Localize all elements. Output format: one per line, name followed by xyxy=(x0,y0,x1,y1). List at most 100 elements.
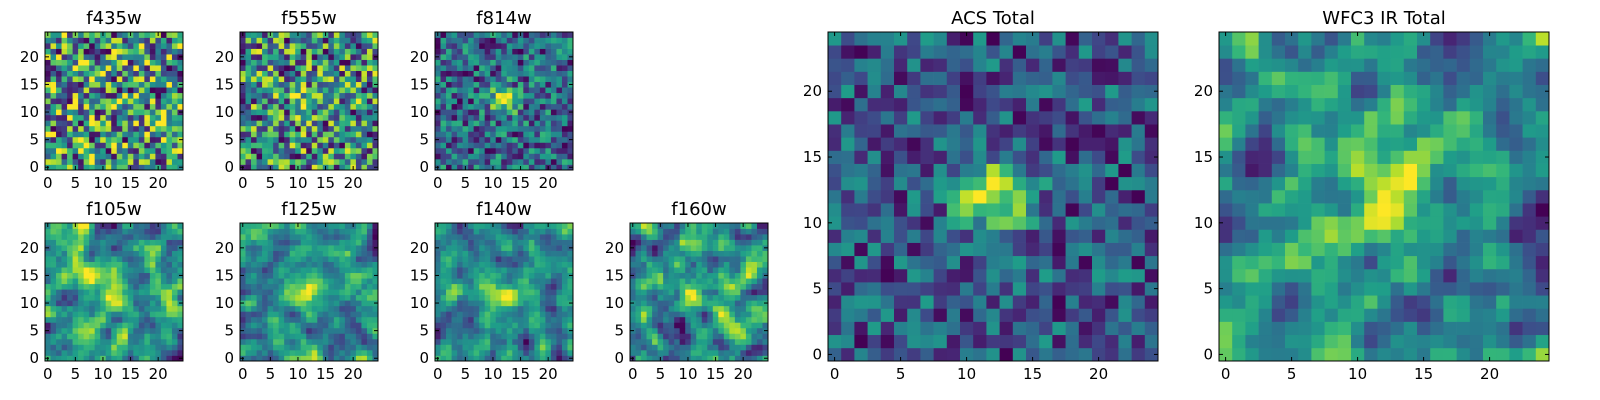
heatmap-cell xyxy=(344,294,351,301)
heatmap-cell xyxy=(484,283,491,290)
heatmap-cell xyxy=(854,216,868,230)
heatmap-cell xyxy=(523,37,530,44)
heatmap-cell xyxy=(451,250,458,257)
heatmap-cell xyxy=(284,223,291,229)
heatmap-cell xyxy=(306,114,313,121)
heatmap-cell xyxy=(166,344,173,351)
heatmap-cell xyxy=(289,289,296,296)
heatmap-cell xyxy=(138,272,145,279)
heatmap-cell xyxy=(366,250,373,257)
heatmap-cells xyxy=(828,32,1159,362)
heatmap-cell xyxy=(177,103,184,110)
heatmap-cell xyxy=(545,344,552,351)
heatmap-cell xyxy=(278,267,285,274)
heatmap-cell xyxy=(479,98,486,105)
heatmap-cell xyxy=(1144,334,1159,349)
heatmap-cell xyxy=(355,70,362,77)
heatmap-cell xyxy=(67,278,73,285)
heatmap-cell xyxy=(240,278,246,285)
heatmap-cell xyxy=(545,54,552,60)
heatmap-cell xyxy=(171,76,178,83)
heatmap-cell xyxy=(328,278,335,285)
heatmap-cell xyxy=(344,311,351,318)
heatmap-cell xyxy=(517,256,524,262)
heatmap-cell xyxy=(999,163,1014,178)
heatmap-cell xyxy=(94,65,101,71)
heatmap-cell xyxy=(278,153,285,160)
heatmap-cell xyxy=(712,327,719,334)
heatmap-cell xyxy=(278,76,285,83)
heatmap-cell xyxy=(1144,255,1159,270)
heatmap-cell xyxy=(556,125,563,132)
heatmap-cell xyxy=(300,98,307,105)
heatmap-cell xyxy=(550,283,557,290)
heatmap-cell xyxy=(495,92,502,99)
heatmap-cell xyxy=(668,250,675,257)
heatmap-cell xyxy=(160,327,167,334)
heatmap-cell xyxy=(495,120,502,127)
heatmap-cell xyxy=(105,43,112,49)
heatmap-cell xyxy=(177,37,184,44)
heatmap-cell xyxy=(339,272,346,279)
heatmap-cell xyxy=(723,283,730,290)
heatmap-cell xyxy=(372,87,379,94)
heatmap-cell xyxy=(350,92,357,99)
heatmap-cell xyxy=(45,294,51,301)
heatmap-cell xyxy=(473,109,480,116)
heatmap-cell xyxy=(646,289,653,296)
heatmap-cell xyxy=(328,98,335,105)
heatmap-cell xyxy=(567,223,574,229)
heatmap-cell xyxy=(545,272,552,279)
heatmap-cell xyxy=(262,322,268,329)
heatmap-cell xyxy=(149,54,156,60)
heatmap-cell xyxy=(517,349,524,356)
heatmap-cell xyxy=(56,153,62,160)
heatmap-cell xyxy=(1092,268,1106,283)
heatmap-cell xyxy=(462,92,469,99)
heatmap-cell xyxy=(278,256,285,262)
heatmap-cell xyxy=(701,327,708,334)
y-tick-label: 5 xyxy=(224,322,234,340)
heatmap-cell xyxy=(495,355,502,362)
heatmap-cell xyxy=(712,228,719,235)
heatmap-cell xyxy=(78,283,84,290)
heatmap-cell xyxy=(89,250,96,257)
heatmap-cell xyxy=(83,59,90,66)
heatmap-cell xyxy=(50,305,57,312)
heatmap-cell xyxy=(300,316,307,323)
heatmap-cell xyxy=(718,250,725,257)
heatmap-cell xyxy=(999,189,1014,204)
heatmap-cell xyxy=(550,114,557,121)
heatmap-cell xyxy=(539,37,546,44)
heatmap-cell xyxy=(828,176,842,191)
heatmap-cell xyxy=(679,267,686,274)
heatmap-cell xyxy=(440,59,447,66)
heatmap-cell xyxy=(946,216,961,230)
heatmap-cell xyxy=(517,76,524,83)
heatmap-cell xyxy=(561,48,568,55)
heatmap-cell xyxy=(111,125,118,132)
heatmap-cell xyxy=(295,125,302,132)
heatmap-cell xyxy=(300,272,307,279)
heatmap-cell xyxy=(561,136,568,143)
heatmap-cell xyxy=(999,268,1014,283)
heatmap-cell xyxy=(105,327,112,334)
heatmap-cell xyxy=(451,120,458,127)
heatmap-cell xyxy=(1039,347,1053,362)
heatmap-cell xyxy=(646,327,653,334)
heatmap-cell xyxy=(122,120,129,127)
heatmap-cell xyxy=(306,245,313,251)
heatmap-cell xyxy=(144,311,151,318)
heatmap-cell xyxy=(999,176,1014,191)
heatmap-cell xyxy=(160,305,167,312)
heatmap-cell xyxy=(138,278,145,285)
heatmap-cell xyxy=(556,98,563,105)
heatmap-cell xyxy=(61,131,68,138)
heatmap-cell xyxy=(484,349,491,356)
heatmap-cell xyxy=(484,300,491,307)
heatmap-cell xyxy=(550,147,557,154)
heatmap-cell xyxy=(723,267,730,274)
heatmap-cell xyxy=(523,223,530,229)
heatmap-cell xyxy=(907,308,921,322)
